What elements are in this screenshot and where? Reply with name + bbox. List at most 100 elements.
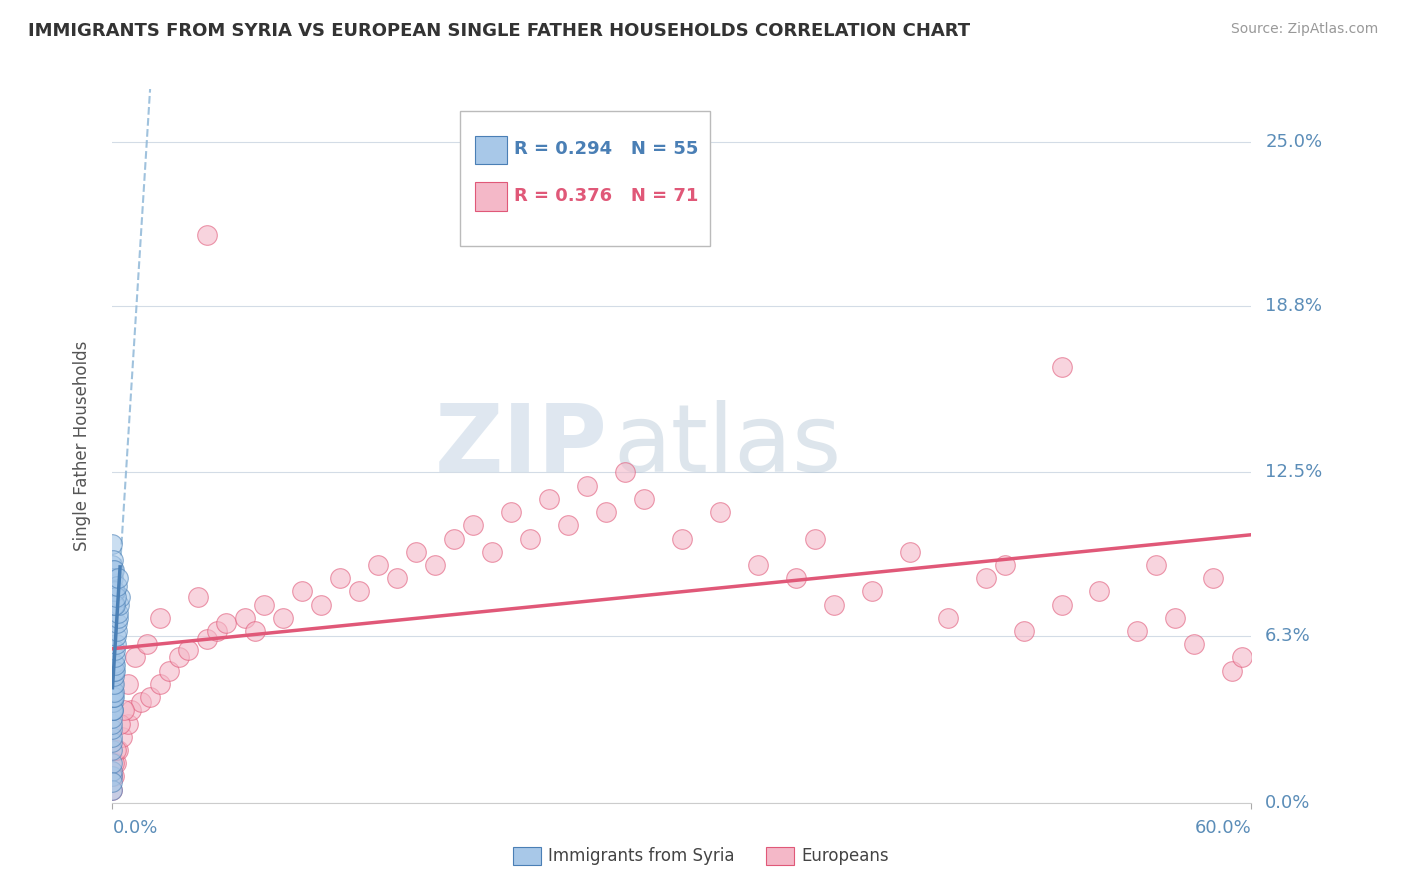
Point bbox=[860, 584, 883, 599]
Point bbox=[195, 632, 219, 646]
Point bbox=[349, 584, 371, 599]
Point bbox=[936, 611, 959, 625]
Point bbox=[1050, 598, 1073, 612]
Point bbox=[101, 774, 124, 789]
Point bbox=[747, 558, 769, 572]
Point bbox=[595, 505, 617, 519]
Text: ZIP: ZIP bbox=[434, 400, 607, 492]
Point bbox=[105, 629, 128, 643]
Point bbox=[159, 664, 180, 678]
Point bbox=[101, 558, 124, 572]
Point bbox=[576, 478, 599, 492]
Point bbox=[121, 703, 143, 717]
Point bbox=[103, 677, 125, 691]
Point bbox=[107, 611, 129, 625]
Point bbox=[105, 756, 128, 771]
Point bbox=[101, 552, 124, 566]
Point bbox=[709, 505, 731, 519]
Point bbox=[104, 637, 127, 651]
Point bbox=[253, 598, 276, 612]
Point bbox=[215, 616, 238, 631]
Point bbox=[425, 558, 447, 572]
Point bbox=[1012, 624, 1035, 638]
Point bbox=[104, 642, 127, 657]
Point bbox=[1050, 359, 1073, 374]
Point bbox=[101, 711, 124, 725]
Point bbox=[103, 677, 125, 691]
Point bbox=[557, 518, 579, 533]
Point bbox=[243, 624, 266, 638]
Point bbox=[103, 664, 125, 678]
Point bbox=[117, 677, 139, 691]
Point bbox=[974, 571, 997, 585]
Point bbox=[103, 690, 125, 704]
Point bbox=[124, 650, 146, 665]
Point bbox=[105, 624, 128, 638]
Point bbox=[187, 590, 209, 604]
Point bbox=[105, 743, 128, 757]
Point bbox=[1164, 611, 1187, 625]
Point bbox=[1126, 624, 1149, 638]
Point bbox=[101, 782, 124, 797]
Point bbox=[101, 722, 124, 736]
Point bbox=[107, 606, 129, 620]
Point bbox=[177, 642, 200, 657]
Point bbox=[1184, 637, 1206, 651]
Text: 25.0%: 25.0% bbox=[1265, 133, 1323, 151]
Point bbox=[101, 703, 124, 717]
Point bbox=[1230, 650, 1253, 665]
Point bbox=[823, 598, 845, 612]
Point bbox=[101, 735, 124, 749]
Point bbox=[633, 491, 655, 506]
Point bbox=[271, 611, 295, 625]
Point bbox=[117, 716, 139, 731]
Point bbox=[108, 598, 131, 612]
Point bbox=[804, 532, 827, 546]
Point bbox=[103, 769, 125, 783]
Point bbox=[101, 695, 124, 709]
Point bbox=[101, 571, 124, 585]
Point bbox=[167, 650, 190, 665]
Point bbox=[149, 677, 172, 691]
Point bbox=[101, 743, 124, 757]
Point bbox=[103, 598, 125, 612]
Text: 18.8%: 18.8% bbox=[1265, 297, 1322, 315]
Point bbox=[111, 730, 134, 744]
Text: atlas: atlas bbox=[613, 400, 842, 492]
Point bbox=[104, 650, 127, 665]
Point bbox=[405, 545, 427, 559]
Point bbox=[108, 590, 131, 604]
Point bbox=[105, 590, 128, 604]
Point bbox=[103, 703, 125, 717]
Point bbox=[671, 532, 693, 546]
Point bbox=[461, 518, 484, 533]
Point bbox=[101, 685, 124, 699]
Y-axis label: Single Father Households: Single Father Households bbox=[73, 341, 91, 551]
Text: Immigrants from Syria: Immigrants from Syria bbox=[548, 847, 735, 865]
Point bbox=[101, 769, 124, 783]
Point bbox=[291, 584, 314, 599]
Point bbox=[135, 637, 157, 651]
Point bbox=[101, 690, 124, 704]
Point bbox=[101, 764, 124, 778]
Text: 0.0%: 0.0% bbox=[112, 820, 157, 838]
Point bbox=[205, 624, 228, 638]
Point bbox=[101, 563, 124, 577]
Point bbox=[501, 505, 523, 519]
Point bbox=[329, 571, 352, 585]
Point bbox=[613, 466, 636, 480]
Point bbox=[112, 703, 135, 717]
Point bbox=[1220, 664, 1243, 678]
FancyBboxPatch shape bbox=[475, 182, 506, 211]
Text: 0.0%: 0.0% bbox=[1265, 794, 1310, 812]
Point bbox=[103, 756, 125, 771]
Point bbox=[101, 730, 124, 744]
Point bbox=[104, 584, 127, 599]
Point bbox=[103, 563, 125, 577]
Text: R = 0.376   N = 71: R = 0.376 N = 71 bbox=[515, 187, 699, 205]
Point bbox=[104, 664, 127, 678]
Point bbox=[101, 537, 124, 551]
Point bbox=[101, 782, 124, 797]
Point bbox=[103, 656, 125, 670]
Point bbox=[129, 695, 152, 709]
